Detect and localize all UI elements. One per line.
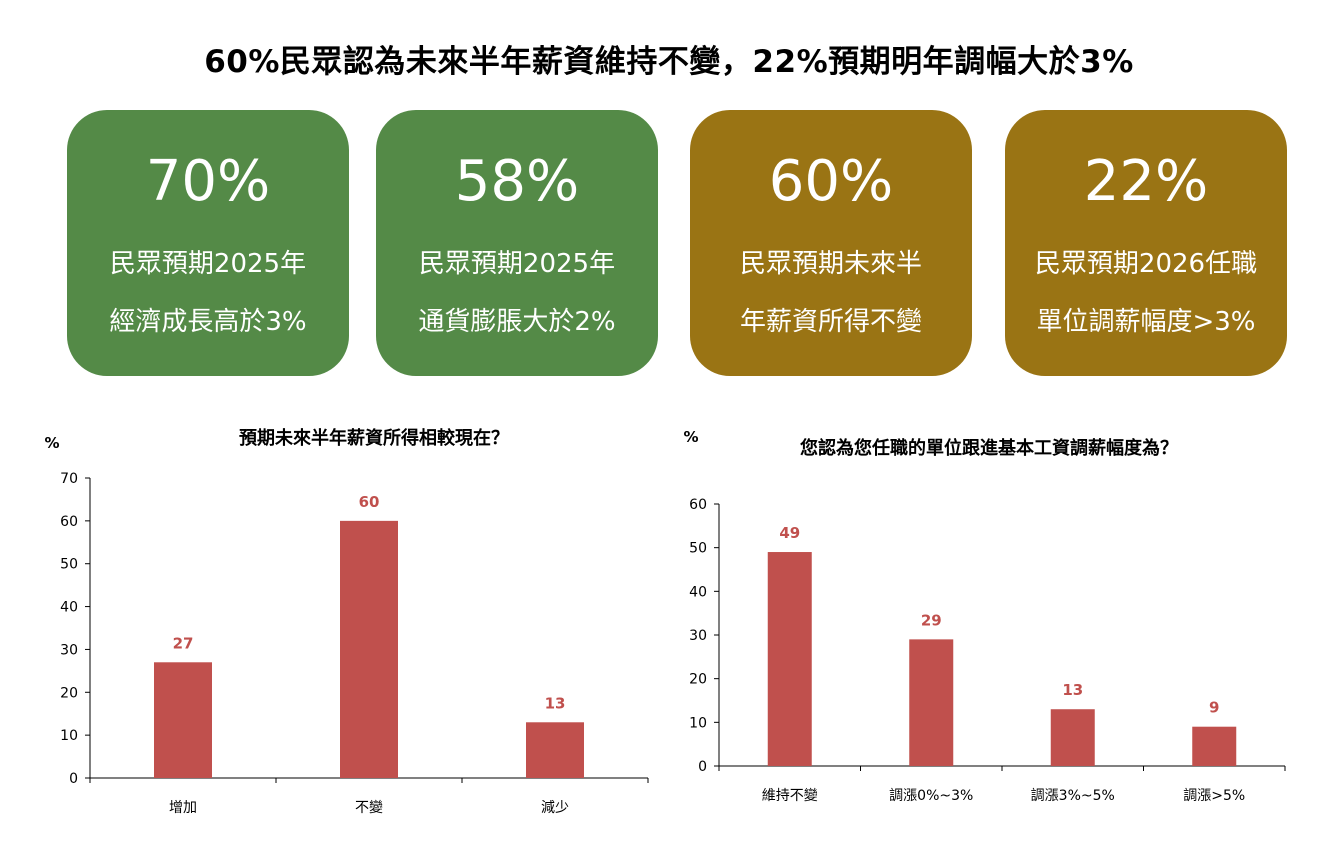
stat-card-inflation: 58% 民眾預期2025年 通貨膨脹大於2% <box>376 110 658 376</box>
data-label: 60 <box>359 493 380 511</box>
stat-label-line1: 民眾預期2025年 <box>418 249 616 279</box>
stat-label-line2: 經濟成長高於3% <box>109 307 307 337</box>
data-label: 9 <box>1209 699 1219 717</box>
y-tick-label: 50 <box>60 557 78 573</box>
bar <box>767 552 812 766</box>
stat-card-gdp: 70% 民眾預期2025年 經濟成長高於3% <box>67 110 349 376</box>
y-tick-label: 0 <box>698 759 707 775</box>
y-tick-label: 20 <box>689 672 707 688</box>
bar <box>1050 709 1095 766</box>
x-tick-label: 調漲0%~3% <box>889 788 973 804</box>
bar <box>909 639 954 766</box>
y-tick-label: 40 <box>60 600 78 616</box>
x-tick-label: 維持不變 <box>762 788 818 804</box>
y-tick-label: 10 <box>689 715 707 731</box>
stat-label-line1: 民眾預期未來半 <box>739 249 922 279</box>
y-tick-label: 10 <box>60 728 78 744</box>
x-tick-label: 不變 <box>355 800 383 816</box>
y-tick-label: 60 <box>60 514 78 530</box>
chart-title: 預期未來半年薪資所得相較現在？ <box>239 427 509 449</box>
stat-percent: 70% <box>145 149 271 214</box>
x-tick-label: 調漲3%~5% <box>1031 788 1115 804</box>
bar <box>340 520 398 778</box>
wage-adjustment-chart-svg: 您認為您任職的單位跟進基本工資調薪幅度為？% 0 10 20 30 40 50 60 49 維持不… <box>683 428 1286 804</box>
bar <box>1192 726 1237 766</box>
stat-label-line1: 民眾預期2025年 <box>109 249 307 279</box>
y-tick-label: 60 <box>689 497 707 513</box>
y-axis-unit: % <box>683 428 698 446</box>
y-tick-label: 50 <box>689 541 707 557</box>
stat-percent: 58% <box>454 149 580 214</box>
x-tick-label: 減少 <box>541 799 569 816</box>
stat-percent: 60% <box>768 149 894 214</box>
x-tick-label: 增加 <box>169 800 197 816</box>
data-label: 27 <box>173 634 194 652</box>
y-tick-label: 30 <box>60 642 78 658</box>
salary-expectation-chart-svg: 預期未來半年薪資所得相較現在？% 0 10 20 30 40 50 60 70 27 增加 60 不變 1… <box>44 427 649 816</box>
y-tick-label: 0 <box>69 771 78 787</box>
y-tick-label: 30 <box>689 628 707 644</box>
stat-percent: 22% <box>1083 149 1209 214</box>
salary-expectation-chart: 預期未來半年薪資所得相較現在？% 0 10 20 30 40 50 60 70 27 增加 60 不變 1… <box>0 410 669 830</box>
data-label: 49 <box>779 524 800 542</box>
y-tick-label: 70 <box>60 471 78 487</box>
data-label: 13 <box>545 694 566 712</box>
stat-label-line1: 民眾預期2026任職 <box>1034 249 1258 279</box>
page-title: 60%民眾認為未來半年薪資維持不變，22%預期明年調幅大於3% <box>204 44 1134 80</box>
bar <box>526 722 584 778</box>
data-label: 13 <box>1062 681 1083 699</box>
stat-card-salary-unchanged: 60% 民眾預期未來半 年薪資所得不變 <box>690 110 972 376</box>
chart-title: 您認為您任職的單位跟進基本工資調薪幅度為？ <box>800 437 1178 459</box>
y-tick-label: 40 <box>689 584 707 600</box>
data-label: 29 <box>921 611 942 629</box>
stat-label-line2: 單位調薪幅度>3% <box>1036 307 1256 337</box>
stat-label-line2: 通貨膨脹大於2% <box>418 307 616 337</box>
bar <box>154 662 212 778</box>
wage-adjustment-chart: 您認為您任職的單位跟進基本工資調薪幅度為？% 0 10 20 30 40 50 60 49 維持不… <box>669 410 1338 830</box>
x-tick-label: 調漲>5% <box>1183 788 1245 804</box>
stat-label-line2: 年薪資所得不變 <box>739 307 922 337</box>
y-tick-label: 20 <box>60 685 78 701</box>
y-axis-unit: % <box>44 434 59 452</box>
stat-card-raise: 22% 民眾預期2026任職 單位調薪幅度>3% <box>1005 110 1287 376</box>
